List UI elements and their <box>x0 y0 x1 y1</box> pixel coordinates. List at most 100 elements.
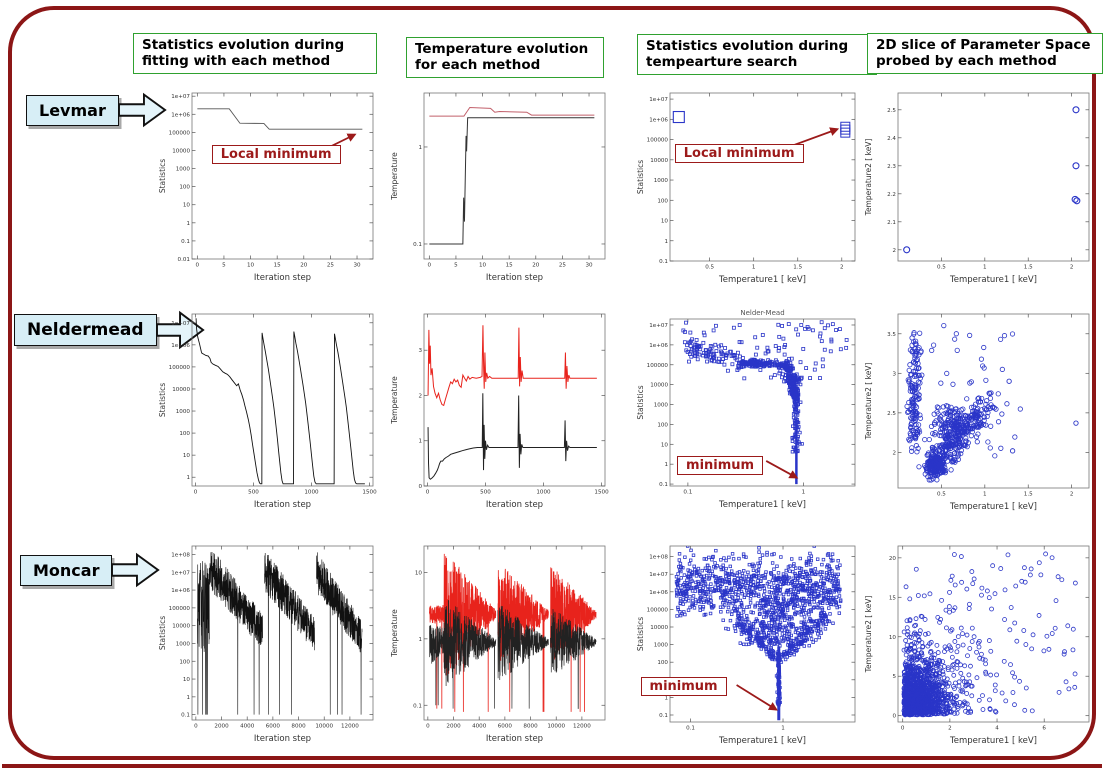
chart-moncar-temp: 0 2000 4000 6000 8000 10000 12000 0.1 1 10 Iterati… <box>390 545 606 744</box>
svg-text:100: 100 <box>657 198 668 204</box>
svg-text:1000: 1000 <box>176 409 191 415</box>
svg-text:1: 1 <box>186 695 190 701</box>
svg-text:Statistics: Statistics <box>158 616 167 650</box>
svg-text:Statistics: Statistics <box>636 617 645 651</box>
svg-text:10000: 10000 <box>172 387 190 393</box>
svg-text:1e+06: 1e+06 <box>171 343 190 349</box>
svg-text:100000: 100000 <box>647 138 669 144</box>
svg-text:500: 500 <box>248 490 259 496</box>
svg-text:10: 10 <box>889 635 897 641</box>
svg-text:100000: 100000 <box>169 365 191 371</box>
plot-levmar-parameter-space: 0.5 1 1.5 2 2 2.1 2.2 2.3 2.4 2.5 Temperature1 [ k… <box>864 85 1098 287</box>
svg-text:1e+07: 1e+07 <box>649 323 668 329</box>
svg-text:100: 100 <box>657 422 668 428</box>
svg-text:100000: 100000 <box>169 130 191 136</box>
svg-text:Temperature: Temperature <box>390 376 399 425</box>
svg-text:Iteration step: Iteration step <box>254 734 311 744</box>
svg-text:Temperature1 [ keV]: Temperature1 [ keV] <box>949 736 1037 746</box>
svg-text:Nelder-Mead: Nelder-Mead <box>740 309 784 317</box>
svg-text:5: 5 <box>222 263 226 269</box>
svg-text:1e+08: 1e+08 <box>171 552 190 558</box>
svg-text:2.3: 2.3 <box>887 164 896 170</box>
chart-neldermead-search: 0.1 1 1e+07 1e+06 100000 10000 1000 100 10 1 0.1 Te… <box>636 309 856 510</box>
plot-moncar-statistics-search: minimum 0.1 1 1e+08 1e+07 1e+06 100000 10000 10… <box>636 538 864 748</box>
svg-text:0.5: 0.5 <box>937 492 946 498</box>
svg-text:8000: 8000 <box>291 724 306 730</box>
svg-text:10: 10 <box>415 570 423 576</box>
svg-text:1: 1 <box>752 265 756 271</box>
svg-text:10000: 10000 <box>315 724 333 730</box>
svg-text:20: 20 <box>300 263 308 269</box>
svg-text:2: 2 <box>1070 492 1074 498</box>
svg-text:1e+07: 1e+07 <box>171 570 190 576</box>
svg-text:0: 0 <box>426 490 430 496</box>
slide-bottom-edge <box>2 764 1102 768</box>
svg-text:10: 10 <box>183 203 191 209</box>
column-header-statistics-search: Statistics evolution during tempearture … <box>637 34 877 75</box>
chart-levmar-search: 0.5 1 1.5 2 1e+07 1e+06 100000 10000 1000 100 10 1 0… <box>636 92 856 285</box>
svg-text:0.5: 0.5 <box>937 265 946 271</box>
svg-text:1: 1 <box>664 695 668 701</box>
svg-text:10000: 10000 <box>650 158 668 164</box>
svg-text:0.1: 0.1 <box>686 726 695 732</box>
svg-text:1: 1 <box>186 475 190 481</box>
svg-text:0.1: 0.1 <box>683 490 692 496</box>
svg-text:1000: 1000 <box>304 490 319 496</box>
svg-text:3: 3 <box>418 348 422 354</box>
svg-text:Iteration step: Iteration step <box>486 273 543 283</box>
svg-text:1000: 1000 <box>536 490 551 496</box>
svg-text:2.4: 2.4 <box>887 136 896 142</box>
plot-moncar-parameter-space: 0 2 4 6 0 5 10 15 20 Temperature1 [ keV] Temperatu… <box>864 538 1098 748</box>
svg-text:100000: 100000 <box>647 363 669 369</box>
svg-text:1500: 1500 <box>594 490 609 496</box>
svg-text:1000: 1000 <box>654 178 669 184</box>
svg-text:10000: 10000 <box>172 148 190 154</box>
svg-text:1: 1 <box>418 637 422 643</box>
svg-text:1000: 1000 <box>176 641 191 647</box>
svg-text:1: 1 <box>186 221 190 227</box>
svg-text:1e+07: 1e+07 <box>649 97 668 103</box>
svg-text:1: 1 <box>664 239 668 245</box>
svg-text:Temperature1 [ keV]: Temperature1 [ keV] <box>718 736 806 746</box>
svg-text:500: 500 <box>480 490 491 496</box>
svg-text:12000: 12000 <box>341 724 359 730</box>
svg-text:10: 10 <box>661 442 669 448</box>
annotation-minimum: minimum <box>677 455 764 475</box>
svg-text:2: 2 <box>948 726 952 732</box>
svg-text:Statistics: Statistics <box>636 160 645 194</box>
chart-levmar-stats: 0 5 10 15 20 25 301e+071e+06100000100001000100… <box>158 92 374 283</box>
svg-text:1: 1 <box>983 492 987 498</box>
svg-text:0: 0 <box>892 714 896 720</box>
svg-text:Temperature1 [ keV]: Temperature1 [ keV] <box>949 502 1037 512</box>
svg-text:100: 100 <box>179 659 190 665</box>
svg-text:15: 15 <box>506 263 514 269</box>
svg-text:0.1: 0.1 <box>659 482 668 488</box>
plot-moncar-statistics-fitting: 0 2000 4000 6000 8000 10000 12000 1e+08 1e+07 1e+… <box>158 538 382 746</box>
svg-text:15: 15 <box>274 263 282 269</box>
svg-text:2.5: 2.5 <box>887 411 896 417</box>
svg-text:8000: 8000 <box>523 724 538 730</box>
svg-text:2.2: 2.2 <box>887 192 896 198</box>
svg-text:Temperature2 [ keV]: Temperature2 [ keV] <box>864 596 873 674</box>
levmar-label-box: Levmar <box>26 94 119 126</box>
svg-text:2000: 2000 <box>214 724 229 730</box>
svg-text:20: 20 <box>532 263 540 269</box>
svg-text:1000: 1000 <box>654 643 669 649</box>
svg-text:10: 10 <box>247 263 255 269</box>
svg-text:1e+06: 1e+06 <box>171 112 190 118</box>
svg-text:0.1: 0.1 <box>413 242 422 248</box>
svg-text:Iteration step: Iteration step <box>254 500 311 510</box>
svg-text:100: 100 <box>179 185 190 191</box>
svg-text:12000: 12000 <box>573 724 591 730</box>
svg-text:10: 10 <box>183 677 191 683</box>
svg-text:6000: 6000 <box>266 724 281 730</box>
svg-text:0.1: 0.1 <box>181 239 190 245</box>
svg-text:0: 0 <box>196 263 200 269</box>
plot-neldermead-parameter-space: 0.5 1 1.5 2 2 2.5 3 3.5 Temperature1 [ keV] Tempe… <box>864 306 1098 514</box>
chart-levmar-param: 0.5 1 1.5 2 2 2.1 2.2 2.3 2.4 2.5 Temperature1 [ k… <box>864 92 1090 285</box>
plot-levmar-temperature: 0 5 10 15 20 25 30 0.1 1 Iteration step Temperatur… <box>390 85 614 285</box>
svg-text:Statistics: Statistics <box>158 159 167 193</box>
plot-neldermead-statistics-fitting: 0 500 1000 1500 1e+07 1e+06 100000 10000 1000 100… <box>158 306 382 512</box>
svg-text:2.1: 2.1 <box>887 220 896 226</box>
svg-text:1: 1 <box>418 439 422 445</box>
